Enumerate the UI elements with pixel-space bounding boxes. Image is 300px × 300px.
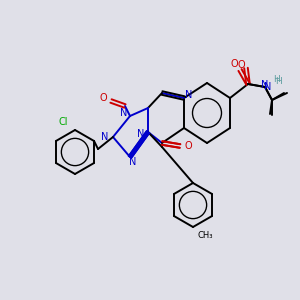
Text: Cl: Cl [58, 117, 68, 127]
Text: N: N [101, 132, 109, 142]
Text: CH₃: CH₃ [197, 230, 212, 239]
Text: O: O [99, 93, 107, 103]
Text: N: N [137, 129, 145, 139]
Text: O: O [184, 141, 192, 151]
Text: N: N [120, 108, 128, 118]
Text: N: N [129, 157, 137, 167]
Text: O: O [237, 60, 245, 70]
Text: H: H [274, 76, 281, 85]
Text: O: O [230, 59, 238, 69]
Text: N: N [185, 90, 193, 100]
Text: N: N [264, 82, 272, 92]
Text: H: H [274, 76, 280, 85]
Text: N: N [261, 80, 269, 90]
